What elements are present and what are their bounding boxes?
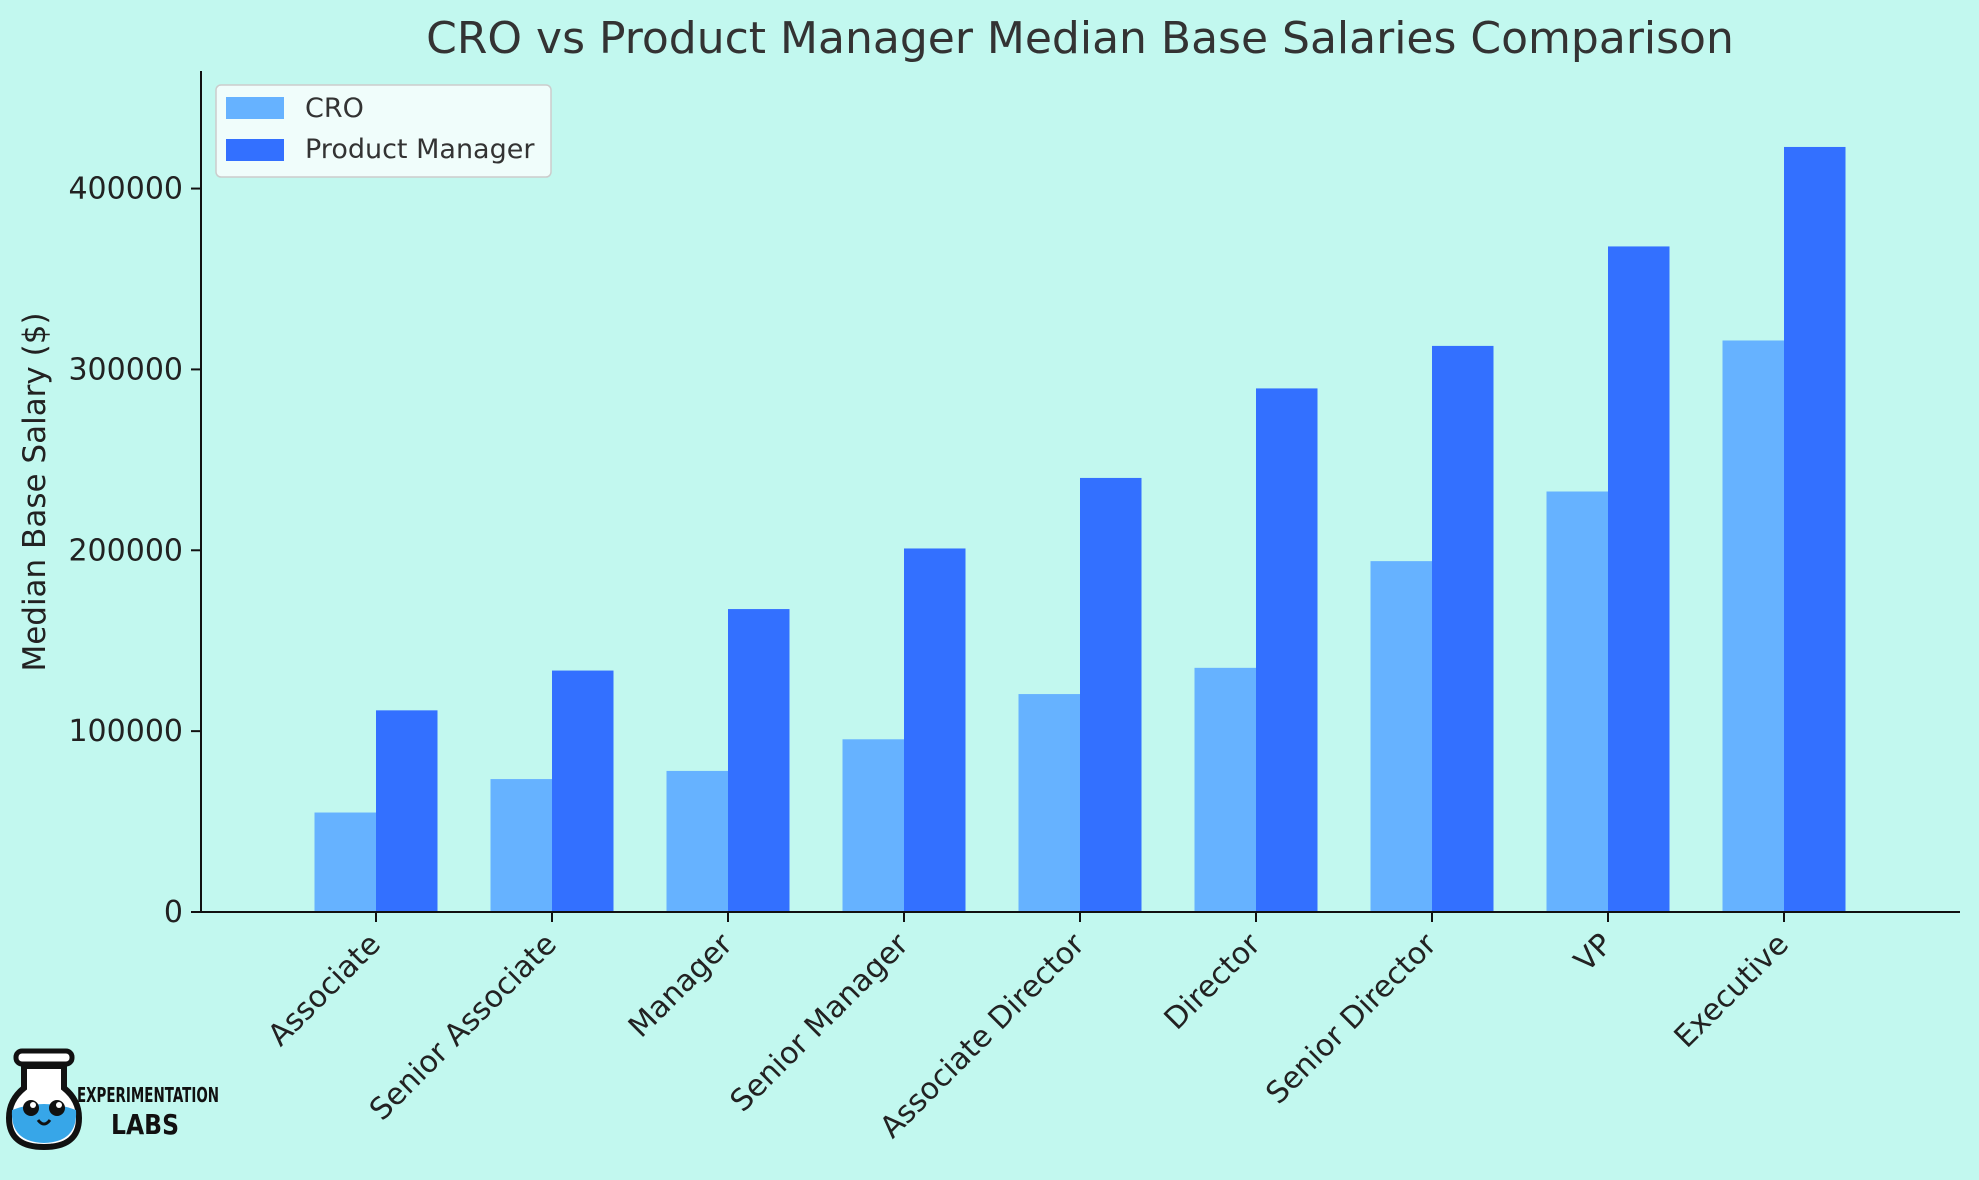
x-tick-label-manager: Manager (622, 926, 740, 1044)
bar-product-manager-associate-director (1080, 477, 1142, 912)
chart-title: CRO vs Product Manager Median Base Salar… (426, 13, 1734, 64)
x-tick-label-director: Director (1158, 926, 1268, 1036)
bar-cro-associate-director (1018, 694, 1080, 912)
bar-cro-senior-director (1370, 561, 1432, 912)
x-tick-label-executive: Executive (1668, 927, 1796, 1055)
legend-swatch-product-manager (226, 139, 284, 161)
flask-mascot-icon (5, 1048, 83, 1151)
experimentation-labs-logo: EXPERIMENTATION LABS (5, 1048, 219, 1151)
logo-text-line2: LABS (111, 1108, 179, 1141)
legend-label-cro: CRO (305, 93, 364, 124)
legend-box (215, 84, 552, 178)
y-tick-label: 0 (164, 895, 183, 930)
x-tick-label-senior-director: Senior Director (1259, 926, 1444, 1111)
bar-cro-manager (666, 770, 728, 912)
y-tick-label: 200000 (68, 533, 183, 568)
bar-cro-director (1194, 667, 1256, 912)
y-tick-label: 300000 (68, 352, 183, 387)
bar-product-manager-senior-associate (552, 670, 614, 912)
y-ticks-group: 0 100000 200000 300000 400000 (68, 172, 201, 930)
bar-cro-senior-associate (490, 779, 552, 912)
bar-product-manager-director (1256, 388, 1318, 912)
bar-product-manager-associate (376, 710, 438, 912)
x-tick-label-associate: Associate (261, 927, 387, 1053)
bar-cro-executive (1722, 340, 1784, 913)
y-axis-label: Median Base Salary ($) (17, 312, 53, 671)
bar-product-manager-senior-director (1432, 345, 1494, 912)
y-tick-label: 100000 (68, 714, 183, 749)
logo-text-line1: EXPERIMENTATION (77, 1083, 219, 1107)
x-tick-label-senior-associate: Senior Associate (363, 927, 564, 1128)
x-tick-label-senior-manager: Senior Manager (724, 926, 917, 1119)
y-tick-label: 400000 (68, 172, 183, 207)
bars-group (314, 146, 1846, 913)
bar-product-manager-vp (1608, 246, 1670, 913)
legend-swatch-cro (226, 97, 284, 119)
bar-product-manager-executive (1784, 146, 1846, 912)
bar-product-manager-manager (728, 609, 790, 912)
legend: CRO Product Manager (215, 84, 552, 178)
bar-cro-vp (1546, 491, 1608, 912)
legend-label-product-manager: Product Manager (305, 134, 535, 165)
bar-product-manager-senior-manager (904, 548, 966, 912)
bar-cro-senior-manager (842, 739, 904, 912)
bar-cro-associate (314, 812, 376, 912)
x-tick-label-vp: VP (1568, 927, 1620, 979)
